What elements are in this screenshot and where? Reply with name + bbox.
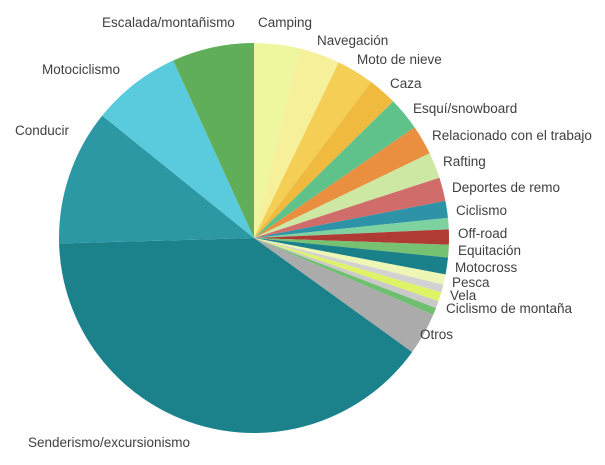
pie-slice-unlabeled-16[interactable]	[254, 238, 439, 309]
pie-slice-vela[interactable]	[254, 238, 442, 302]
label-equitacion: Equitación	[458, 243, 522, 258]
pie-slice-escalada-monta-ismo[interactable]	[173, 43, 254, 238]
pie-slice-unlabeled-14[interactable]	[254, 238, 444, 293]
pie-slice-senderismo-excursionismo[interactable]	[59, 238, 413, 433]
label-motociclismo: Motociclismo	[42, 62, 121, 77]
pie-slice-ciclismo[interactable]	[254, 200, 448, 238]
pie-slice-motocross[interactable]	[254, 238, 449, 275]
label-navegacion: Navegación	[317, 33, 389, 48]
label-ciclismo: Ciclismo	[456, 203, 508, 218]
label-moto-de-nieve: Moto de nieve	[357, 52, 442, 67]
label-camping: Camping	[258, 15, 313, 30]
pie-slice-relacionado-con-el-trabajo[interactable]	[254, 127, 430, 238]
pie-slice-off-road[interactable]	[254, 229, 449, 245]
label-deportes-de-remo: Deportes de remo	[452, 180, 561, 195]
label-senderismo: Senderismo/excursionismo	[28, 435, 191, 450]
pie-slice-deportes-de-remo[interactable]	[254, 177, 446, 238]
label-esqui-snowboard: Esquí/snowboard	[413, 101, 518, 116]
label-vela: Vela	[450, 288, 477, 303]
pie-slice-motociclismo[interactable]	[102, 60, 254, 238]
label-conducir: Conducir	[15, 123, 70, 138]
label-pesca: Pesca	[452, 275, 490, 290]
label-off-road: Off-road	[458, 226, 508, 241]
label-motocross: Motocross	[455, 260, 518, 275]
label-otros: Otros	[420, 327, 454, 342]
label-caza: Caza	[390, 76, 422, 91]
pie-slice-rafting[interactable]	[254, 153, 440, 238]
label-rafting: Rafting	[443, 154, 486, 169]
label-ciclismo-de-montana: Ciclismo de montaña	[446, 301, 573, 316]
pie-slice-conducir[interactable]	[59, 115, 254, 244]
pie-slice-pesca[interactable]	[254, 238, 446, 285]
label-escalada: Escalada/montañismo	[102, 15, 235, 30]
pie-slice-ciclismo-de-monta-a[interactable]	[254, 238, 436, 315]
pie-slice-esqu-snowboard[interactable]	[254, 101, 415, 238]
label-relacionado-trabajo: Relacionado con el trabajo	[432, 128, 592, 143]
pie-slice-camping[interactable]	[254, 43, 300, 238]
pie-slice-moto-de-nieve[interactable]	[254, 62, 372, 238]
pie-slice-equitaci-n[interactable]	[254, 238, 449, 258]
pie-slice-unlabeled-9[interactable]	[254, 217, 449, 238]
pie-slice-caza[interactable]	[254, 82, 394, 238]
pie-slice-otros[interactable]	[254, 238, 434, 353]
pie-slice-navegaci-n[interactable]	[254, 48, 339, 238]
